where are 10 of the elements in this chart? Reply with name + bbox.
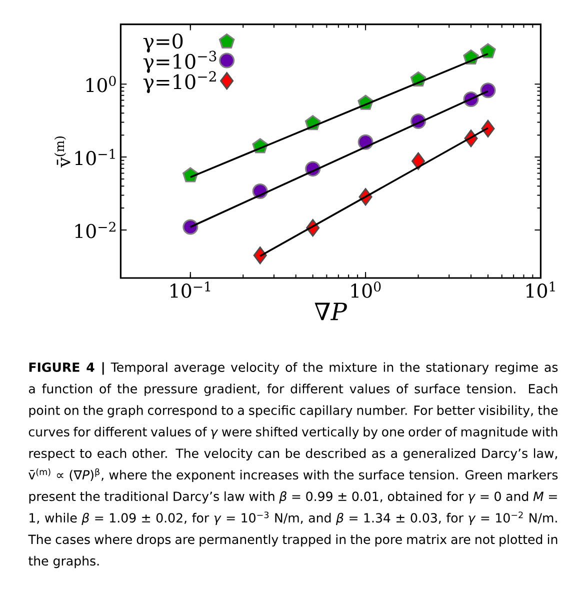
y-tick-label: 10$^{0}$ <box>86 76 116 92</box>
x-tick-label: 10$^{0}$ <box>351 282 381 298</box>
text: FIGURE 4 | Temporal average velocity of the mixture in the stationary regime as a function of the pressure gradient, for different values of surface tension. Each point on the graph correspond to a specific capillary number. For better visibility, the curves for different values of γ were shifted vertically by one order of magnitude with respect to each other. The velocity can be described as a generalized Darcy’s law, v̄$^{(m)}$ ∝ (∇P)$^{β}$, where the exponent increases with the surface tension. Green markers present the traditional Darcy’s law with β = 0.99 ± 0.01, obtained for γ = 0 and M = 1, while β = 1.09 ± 0.02, for γ = 10$^{−3}$ N/m, and β = 1.34 ± 0.03, for γ = 10$^{−2}$ N/m. The cases where drops are permanently trapped in the pore matrix are not plotted in the graphs. <box>28 362 558 568</box>
y-axis-title: v̄$^{(m)}$ <box>54 136 70 168</box>
x-tick-label: 10$^{−1}$ <box>170 282 210 298</box>
y-tick-label: 10$^{−2}$ <box>75 222 116 238</box>
y-tick-label: 10$^{−1}$ <box>75 148 115 166</box>
x-tick-label: 10$^{1}$ <box>526 282 555 298</box>
legend-label: γ=0 <box>143 34 183 52</box>
x-axis-title: ∇P <box>314 302 347 320</box>
